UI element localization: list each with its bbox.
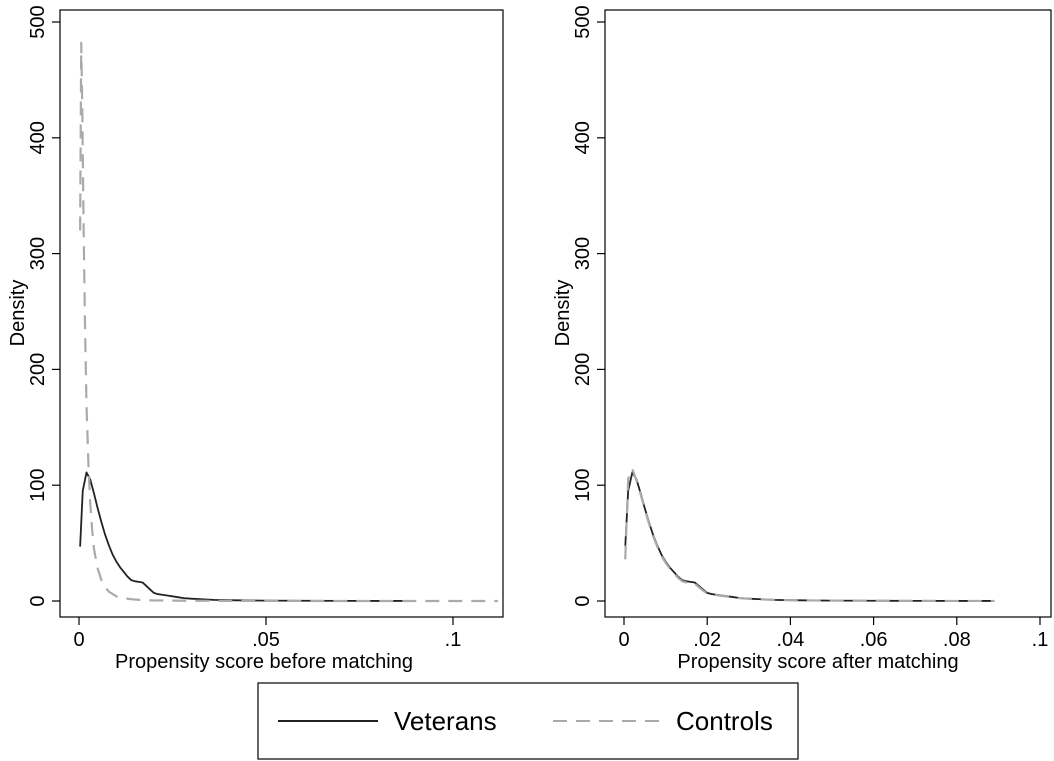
- left-y-tick-label: 300: [27, 237, 49, 270]
- right-x-tick-label: .08: [943, 629, 971, 651]
- left-panel: 0 100 200 300 400 500 0 .05 .1 Density Propensi…: [7, 5, 504, 673]
- left-y-tick-label: 400: [27, 121, 49, 154]
- right-y-ticks: 0 100 200 300 400 500: [572, 5, 605, 607]
- left-x-axis-title: Propensity score before matching: [115, 651, 413, 673]
- legend-label-veterans: Veterans: [394, 706, 497, 736]
- left-x-ticks: 0 .05 .1: [73, 617, 461, 651]
- right-plot-frame: [604, 9, 1052, 618]
- right-panel: 0 100 200 300 400 500 0 .02 .04 .06 .08 .1 Density…: [552, 5, 1052, 673]
- legend-frame: [257, 682, 799, 760]
- right-y-tick-label: 300: [572, 237, 594, 270]
- right-plot-marks: [624, 467, 995, 603]
- left-x-tick-label: .05: [252, 629, 280, 651]
- right-x-axis-title: Propensity score after matching: [677, 651, 958, 673]
- left-y-tick-label: 500: [27, 5, 49, 38]
- right-x-tick-label: .04: [776, 629, 804, 651]
- legend: Veterans Controls: [257, 682, 799, 760]
- right-series-controls: [624, 467, 995, 603]
- left-y-tick-label: 0: [27, 595, 49, 606]
- left-series-controls: [79, 41, 498, 603]
- legend-label-controls: Controls: [676, 706, 773, 736]
- right-x-tick-label: .06: [860, 629, 888, 651]
- right-y-tick-label: 500: [572, 5, 594, 38]
- right-y-axis-title: Density: [552, 280, 574, 347]
- right-y-tick-label: 200: [572, 353, 594, 386]
- left-y-tick-label: 200: [27, 353, 49, 386]
- right-x-ticks: 0 .02 .04 .06 .08 .1: [618, 617, 1048, 651]
- left-y-ticks: 0 100 200 300 400 500: [27, 5, 60, 607]
- left-y-axis-title: Density: [7, 280, 29, 347]
- left-x-tick-label: 0: [73, 629, 84, 651]
- right-y-tick-label: 100: [572, 469, 594, 502]
- right-y-tick-label: 0: [572, 595, 594, 606]
- right-x-tick-label: .02: [693, 629, 721, 651]
- right-x-tick-label: .1: [1032, 629, 1049, 651]
- left-x-tick-label: .1: [445, 629, 462, 651]
- right-x-tick-label: 0: [618, 629, 629, 651]
- left-y-tick-label: 100: [27, 469, 49, 502]
- left-plot-frame: [59, 9, 504, 618]
- right-y-tick-label: 400: [572, 121, 594, 154]
- left-plot-marks: [79, 41, 498, 603]
